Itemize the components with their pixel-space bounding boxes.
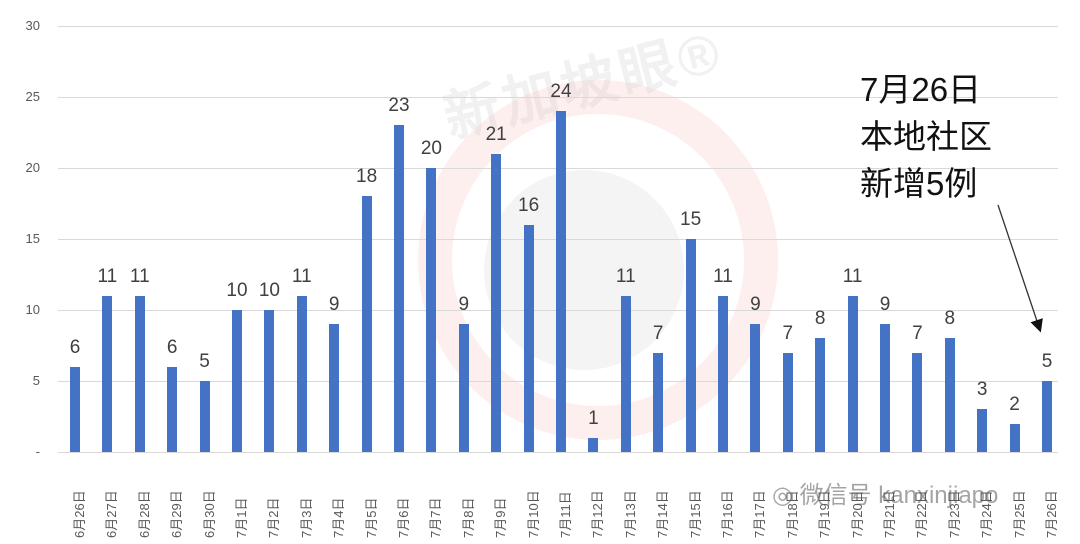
bar (977, 409, 988, 452)
bar (718, 295, 728, 452)
gridline (58, 26, 1058, 27)
data-label: 9 (328, 294, 340, 316)
data-label: 6 (69, 336, 81, 358)
bar (361, 196, 372, 452)
data-label: 21 (485, 123, 507, 145)
y-tick-label: 10 (25, 302, 40, 317)
data-label: 7 (652, 322, 664, 344)
data-label: 7 (782, 322, 794, 344)
bar (750, 324, 761, 452)
data-label: 23 (388, 95, 410, 117)
annotation-line-2: 本地社区 (860, 118, 992, 155)
bar (815, 338, 826, 452)
data-label: 3 (976, 379, 988, 401)
bar (70, 366, 80, 452)
gridline (58, 97, 1058, 98)
bar (620, 295, 631, 452)
bar (685, 239, 696, 452)
y-tick-label: 5 (32, 373, 40, 388)
data-label: 8 (814, 308, 826, 330)
data-label: 11 (842, 265, 863, 287)
bar (134, 295, 145, 452)
gridline (58, 452, 1058, 453)
bar (458, 324, 469, 452)
data-label: 1 (588, 407, 599, 429)
y-tick-label: 20 (25, 160, 40, 175)
bar (653, 352, 664, 452)
bar (944, 338, 955, 452)
bar (491, 153, 502, 452)
data-label: 11 (97, 265, 118, 287)
data-label: 9 (458, 294, 470, 316)
bar (588, 437, 599, 452)
annotation-line-1: 7月26日 (860, 71, 982, 108)
y-tick-label: 25 (25, 89, 40, 104)
bar (232, 310, 242, 452)
data-label: 8 (944, 308, 956, 330)
bar (523, 224, 534, 452)
bar (880, 324, 890, 452)
bar (426, 168, 437, 452)
data-label: 11 (129, 265, 150, 287)
data-label: 20 (420, 138, 442, 159)
data-label: 11 (615, 265, 636, 287)
data-label: 5 (199, 351, 210, 372)
bar (329, 324, 340, 452)
data-label: 9 (879, 294, 891, 316)
data-label: 2 (1009, 393, 1020, 415)
bar (556, 111, 566, 452)
data-label: 10 (258, 280, 280, 301)
y-tick-label: 15 (25, 231, 40, 246)
wechat-id: 微信号 kanxinjiapo (799, 482, 999, 509)
y-tick-label: - (35, 444, 40, 459)
wechat-watermark: ◎ 微信号 kanxinjiapo (772, 475, 998, 510)
bar (847, 295, 858, 452)
watermark-logo-center (484, 170, 684, 370)
bar (1009, 423, 1020, 452)
data-label: 10 (226, 280, 248, 301)
data-label: 15 (680, 209, 702, 230)
data-label: 11 (291, 265, 312, 287)
annotation-text: 7月26日 本地社区 新增5例 (860, 66, 992, 207)
data-label: 7 (912, 322, 923, 344)
data-label: 5 (1041, 351, 1053, 372)
data-label: 16 (518, 194, 540, 216)
bar (782, 352, 793, 452)
bar (167, 366, 178, 452)
bar (296, 295, 307, 452)
data-label: 11 (713, 265, 733, 287)
data-label: 6 (166, 336, 178, 358)
annotation-line-3: 新增5例 (860, 165, 978, 202)
bar (264, 310, 275, 452)
y-tick-label: 30 (25, 18, 40, 33)
bar (394, 125, 404, 452)
wechat-icon: ◎ (772, 482, 800, 509)
data-label: 24 (550, 81, 572, 103)
bar (912, 352, 923, 452)
data-label: 9 (750, 294, 761, 316)
bar (102, 295, 113, 452)
data-label: 18 (356, 166, 378, 188)
bar (199, 381, 210, 452)
bar (1042, 381, 1052, 452)
